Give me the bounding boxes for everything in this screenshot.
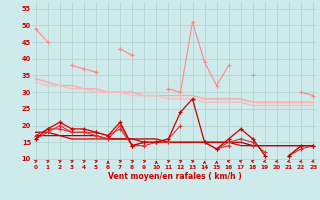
- X-axis label: Vent moyen/en rafales ( km/h ): Vent moyen/en rafales ( km/h ): [108, 172, 241, 181]
